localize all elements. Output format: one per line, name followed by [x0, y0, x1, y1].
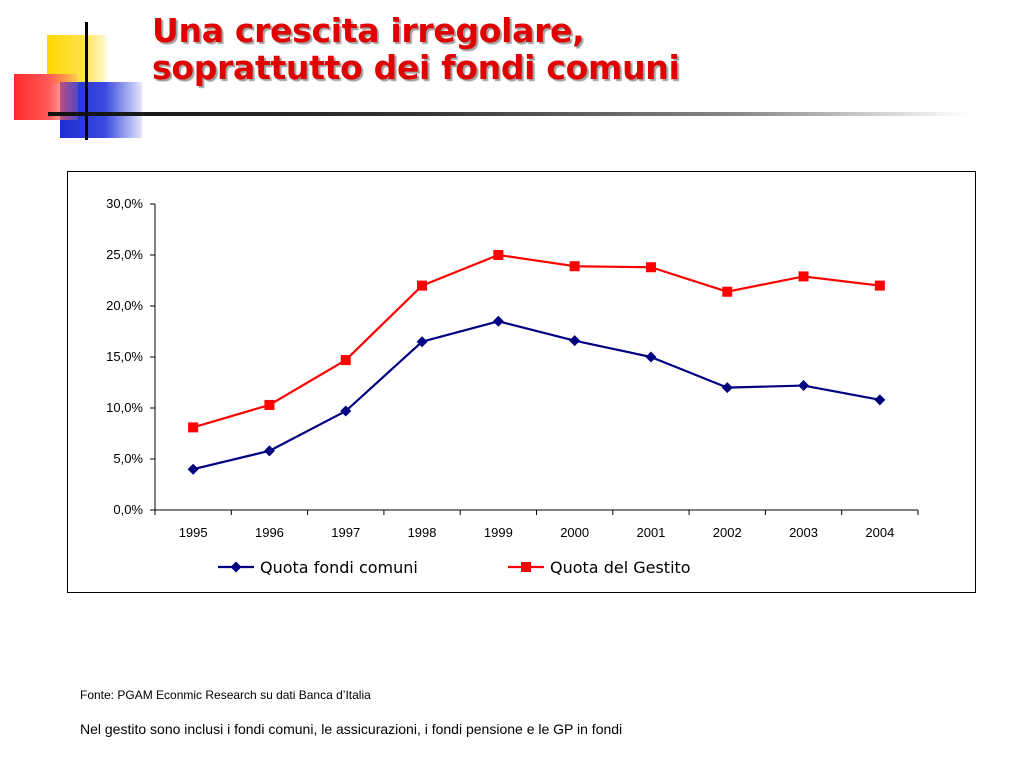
data-point-diamond — [340, 405, 352, 417]
legend-label-2: Quota del Gestito — [550, 558, 691, 577]
y-tick-label: 25,0% — [106, 247, 143, 262]
data-point-diamond — [874, 394, 886, 406]
page-title: Una crescita irregolare, soprattutto dei… — [152, 12, 992, 86]
page-title-line-1: Una crescita irregolare, — [152, 11, 585, 50]
decorative-corner-graphic — [0, 0, 150, 145]
series-line-1 — [192, 320, 881, 471]
x-tick-label: 1995 — [179, 525, 208, 540]
data-point-diamond — [569, 335, 581, 347]
x-tick-label: 1998 — [408, 525, 437, 540]
page-title-line-2: soprattutto dei fondi comuni — [152, 48, 680, 87]
source-note: Fonte: PGAM Econmic Research su dati Ban… — [80, 688, 371, 702]
data-point-diamond — [492, 315, 504, 327]
y-tick-label: 20,0% — [106, 298, 143, 313]
data-point-square — [874, 280, 885, 291]
series-line-2 — [192, 253, 880, 429]
footnote: Nel gestito sono inclusi i fondi comuni,… — [80, 721, 623, 737]
data-point-square — [722, 286, 733, 297]
x-tick-label: 2003 — [789, 525, 818, 540]
x-tick-label: 2000 — [560, 525, 589, 540]
data-point-square — [645, 262, 656, 273]
data-point-square — [493, 250, 504, 260]
chart-frame: 0,0% 5,0% 10,0% 15,0% 20,0% 25,0% 30,0% 1995 199… — [67, 171, 976, 593]
data-point-diamond — [721, 382, 733, 394]
data-point-diamond — [263, 445, 275, 457]
decorative-vertical-line — [85, 22, 88, 140]
data-point-diamond — [798, 380, 810, 392]
legend-marker-diamond — [230, 561, 242, 573]
data-point-diamond — [187, 463, 199, 475]
x-tick-label: 1997 — [331, 525, 360, 540]
legend-marker-square — [521, 562, 531, 572]
x-tick-label: 2002 — [713, 525, 742, 540]
data-point-square — [569, 261, 580, 272]
line-chart: 0,0% 5,0% 10,0% 15,0% 20,0% 25,0% 30,0% 1995 199… — [106, 196, 919, 577]
data-point-square — [340, 355, 351, 366]
x-tick-label: 1996 — [255, 525, 284, 540]
y-tick-label: 10,0% — [106, 400, 143, 415]
data-point-diamond — [416, 336, 428, 348]
data-point-square — [264, 399, 275, 410]
title-underline — [48, 112, 968, 116]
y-tick-label: 30,0% — [106, 196, 143, 211]
y-tick-label: 0,0% — [113, 502, 143, 517]
x-tick-label: 2004 — [865, 525, 894, 540]
data-point-square — [798, 271, 809, 282]
y-tick-label: 5,0% — [113, 451, 143, 466]
x-tick-label: 1999 — [484, 525, 513, 540]
data-point-square — [188, 422, 199, 433]
data-point-diamond — [645, 351, 657, 363]
x-tick-label: 2001 — [636, 525, 665, 540]
y-tick-label: 15,0% — [106, 349, 143, 364]
legend-label-1: Quota fondi comuni — [260, 558, 418, 577]
data-point-square — [417, 280, 428, 291]
